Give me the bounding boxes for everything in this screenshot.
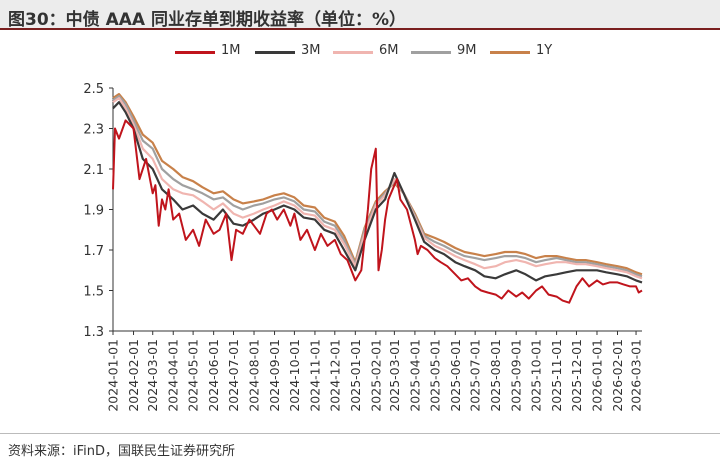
- x-tick-label: 2025-11-01: [549, 339, 564, 412]
- x-tick-label: 2025-10-01: [529, 339, 544, 412]
- x-tick-label: 2025-03-01: [387, 339, 402, 412]
- x-tick-label: 2024-07-01: [226, 339, 241, 412]
- x-tick-label: 2025-01-01: [348, 339, 363, 412]
- x-tick-label: 2024-06-01: [206, 339, 221, 412]
- x-tick-label: 2024-09-01: [267, 339, 282, 412]
- legend-swatch-6m: [333, 51, 373, 54]
- x-tick-label: 2024-03-01: [145, 339, 160, 412]
- x-tick-label: 2025-07-01: [468, 339, 483, 412]
- series-line-3m: [112, 101, 643, 284]
- x-tick-label: 2024-02-01: [126, 339, 141, 412]
- x-tick-label: 2024-05-01: [186, 339, 201, 412]
- y-tick-label: 1.9: [83, 204, 104, 219]
- footer-divider: [0, 433, 720, 434]
- x-tick-label: 2025-08-01: [488, 339, 503, 412]
- x-tick-label: 2025-09-01: [509, 339, 524, 412]
- x-tick-label: 2024-04-01: [166, 339, 181, 412]
- legend-item-9m: 9M: [411, 42, 481, 62]
- legend-label-9m: 9M: [457, 43, 477, 58]
- line-chart: 1.3 1.5 1.7 1.9 2.1 2.3 2.5 2024-01-01 2024-02-0…: [83, 82, 644, 412]
- y-tick-label: 1.7: [83, 244, 104, 259]
- legend-label-3m: 3M: [301, 43, 321, 58]
- series-line-1m: [112, 119, 643, 304]
- chart-legend: 1M 3M 6M 9M 1Y: [0, 42, 720, 62]
- y-tick-label: 2.5: [83, 82, 104, 97]
- x-tick-label: 2024-08-01: [247, 339, 262, 412]
- x-tick-label: 2026-01-01: [589, 339, 604, 412]
- legend-item-1y: 1Y: [490, 42, 560, 62]
- legend-swatch-1y: [490, 51, 530, 54]
- legend-item-3m: 3M: [255, 42, 325, 62]
- legend-item-1m: 1M: [175, 42, 245, 62]
- legend-item-6m: 6M: [333, 42, 403, 62]
- x-tick-label: 2024-10-01: [287, 339, 302, 412]
- source-note: 资料来源：iFinD，国联民生证券研究所: [8, 444, 236, 459]
- y-tick-label: 2.1: [83, 163, 104, 178]
- legend-swatch-1m: [175, 51, 215, 54]
- legend-label-6m: 6M: [379, 43, 399, 58]
- x-tick-label: 2024-11-01: [307, 339, 322, 412]
- x-tick-label: 2024-12-01: [327, 339, 342, 412]
- x-tick-label: 2026-02-01: [610, 339, 625, 412]
- y-tick-label: 1.3: [83, 325, 104, 340]
- x-tick-label: 2025-06-01: [448, 339, 463, 412]
- x-tick-label: 2026-03-01: [629, 339, 644, 412]
- x-tick-label: 2024-01-01: [106, 339, 121, 412]
- x-tick-label: 2025-05-01: [427, 339, 442, 412]
- legend-label-1y: 1Y: [536, 43, 553, 58]
- chart-title: 图30：中债 AAA 同业存单到期收益率（单位：%）: [8, 10, 406, 30]
- y-tick-label: 1.5: [83, 285, 104, 300]
- legend-swatch-9m: [411, 51, 451, 54]
- x-tick-label: 2025-04-01: [407, 339, 422, 412]
- y-tick-label: 2.3: [83, 123, 104, 138]
- title-bar: 图30：中债 AAA 同业存单到期收益率（单位：%）: [0, 0, 720, 30]
- legend-label-1m: 1M: [221, 43, 241, 58]
- series-line-6m: [112, 96, 643, 280]
- x-tick-label: 2025-12-01: [569, 339, 584, 412]
- x-tick-label: 2025-02-01: [368, 339, 383, 412]
- legend-swatch-3m: [255, 51, 295, 54]
- series-line-9m: [112, 94, 643, 278]
- series-line-1y: [112, 92, 643, 276]
